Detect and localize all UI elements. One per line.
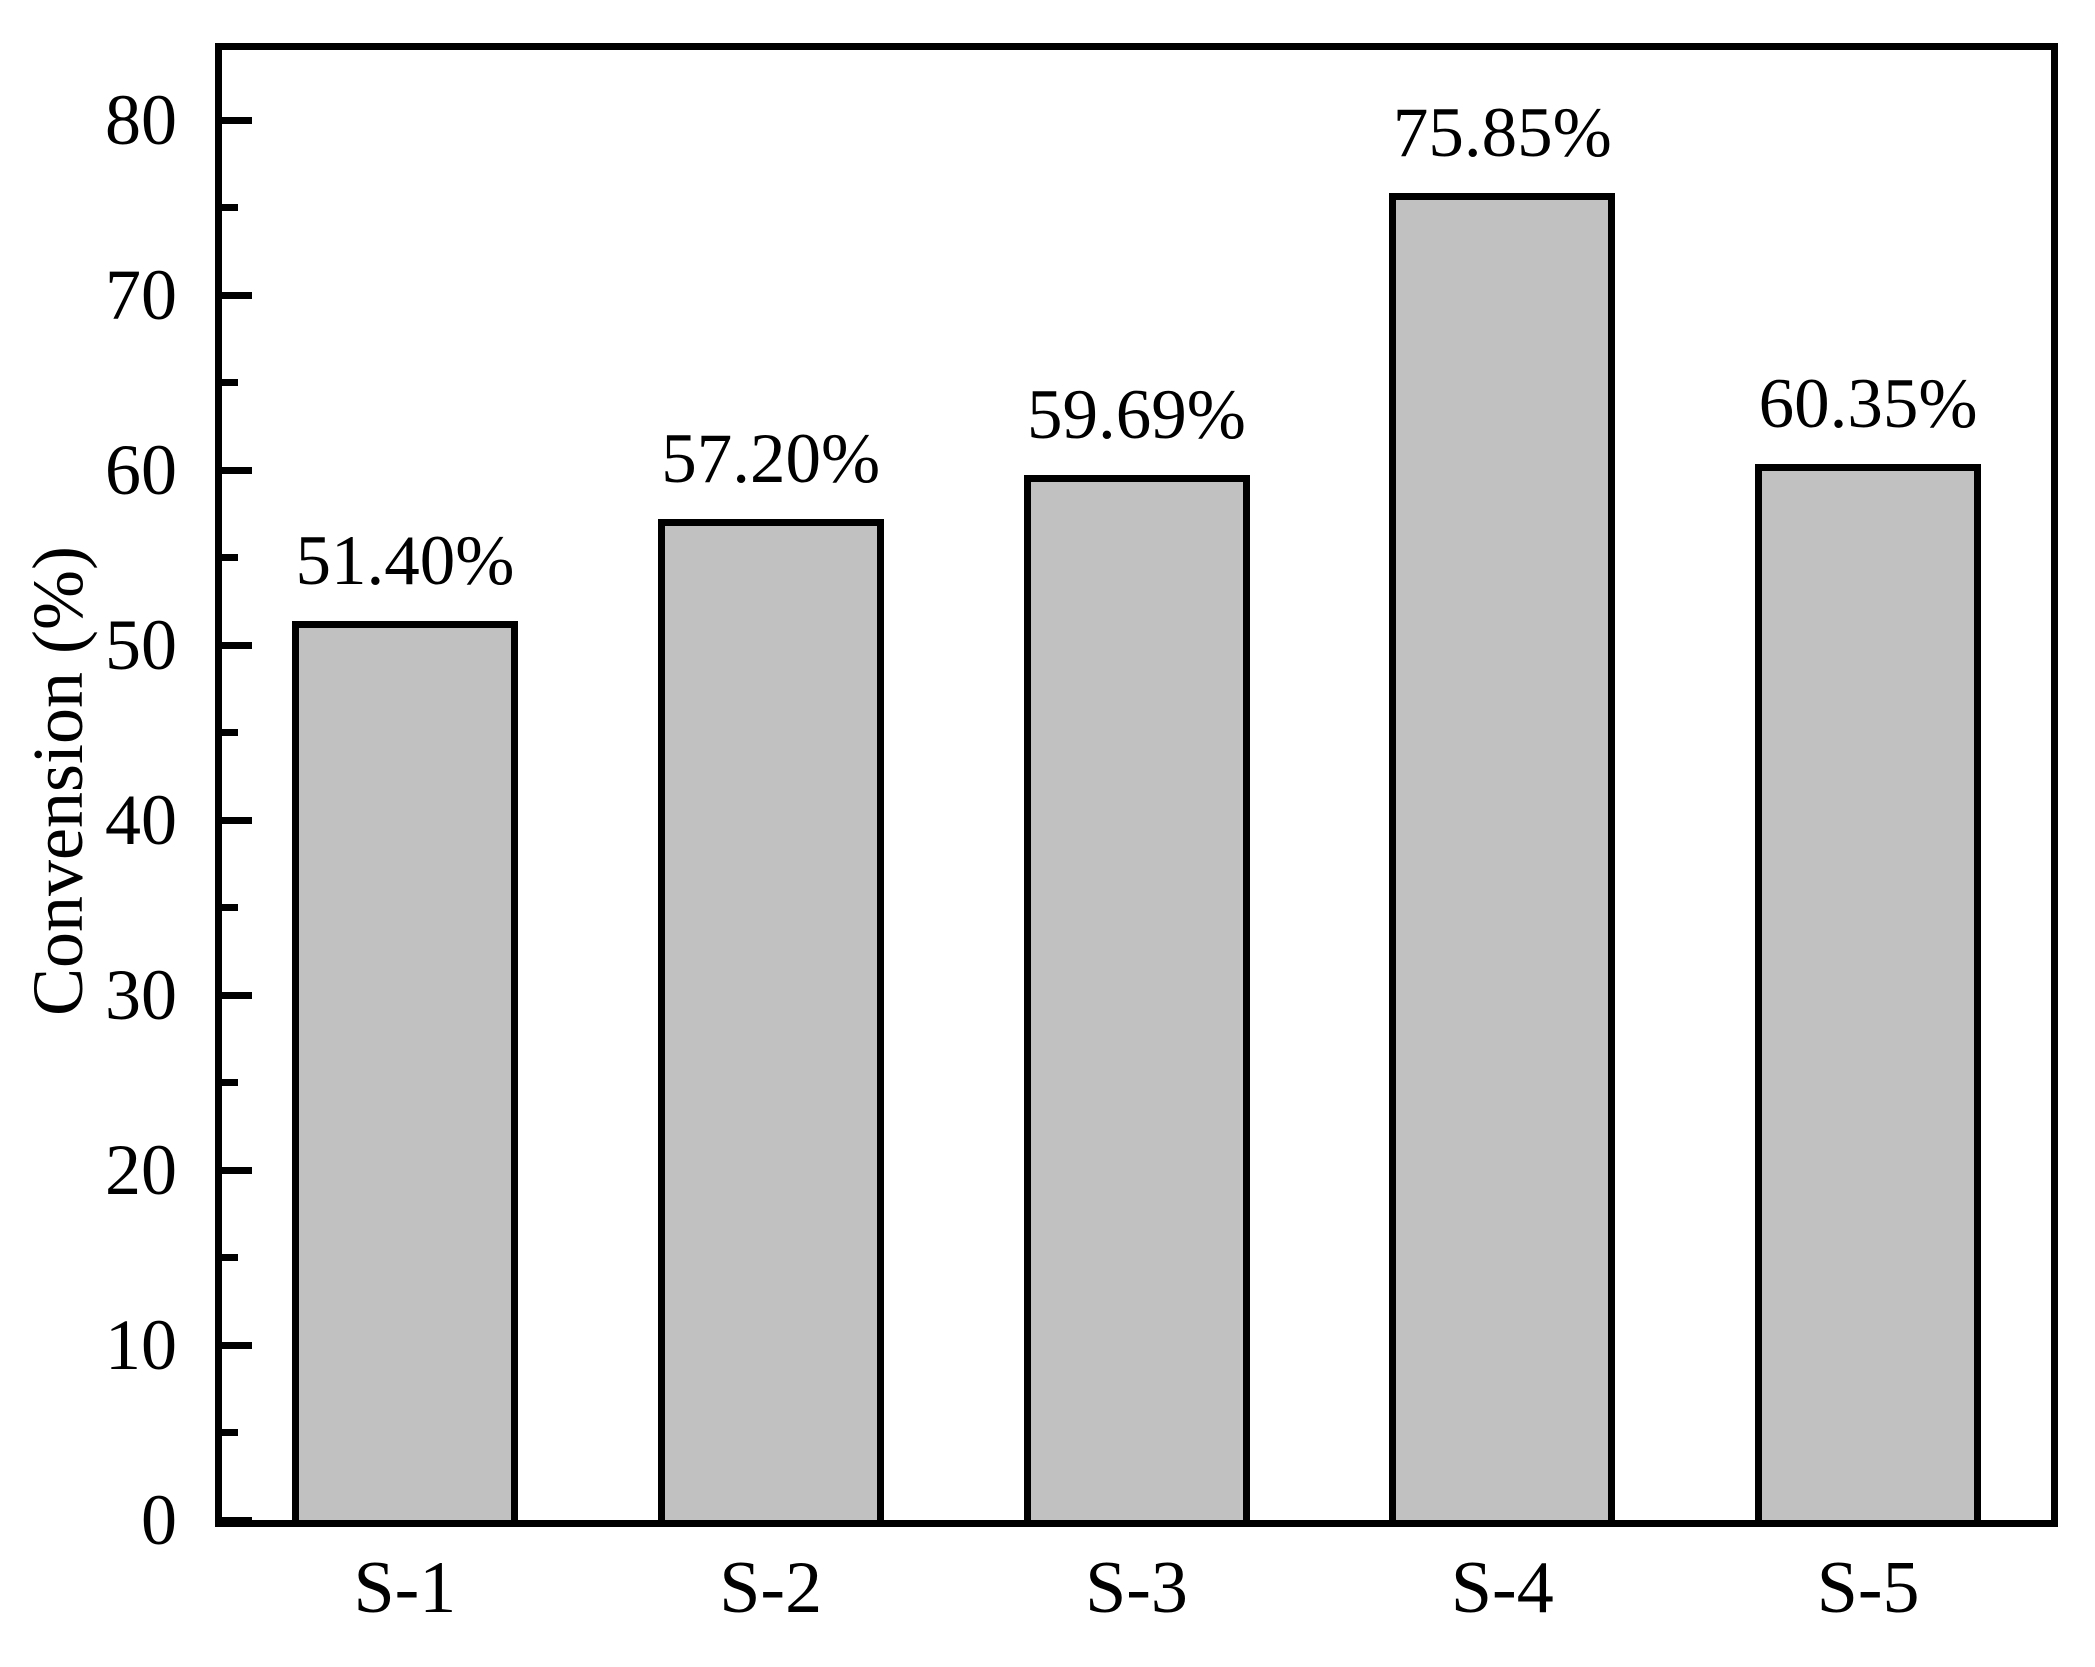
plot-area: 0 10 20 30 40 50 60 70 80 51.40% S-1 57.20% S-2 59.69…	[105, 43, 2058, 1625]
y-minor-tick	[222, 554, 238, 561]
bar	[1755, 463, 1982, 1520]
y-tick-label: 10	[105, 1305, 177, 1385]
bar	[291, 620, 518, 1520]
bar-value-label: 51.40%	[295, 521, 515, 600]
y-major-tick	[222, 991, 252, 999]
bar-value-label: 75.85%	[1392, 93, 1612, 172]
y-minor-tick	[222, 729, 238, 736]
y-major-tick	[222, 641, 252, 649]
y-major-tick	[222, 816, 252, 824]
y-major-tick	[222, 1516, 252, 1524]
y-tick-label: 20	[105, 1130, 177, 1210]
y-tick-label: 70	[105, 255, 177, 335]
y-tick-label: 40	[105, 780, 177, 860]
x-tick-label: S-1	[353, 1547, 457, 1629]
bar-value-label: 60.35%	[1758, 364, 1978, 443]
y-axis-title: Convension (%)	[18, 546, 98, 1016]
y-tick-label: 30	[105, 955, 177, 1035]
bar-value-label: 59.69%	[1027, 376, 1246, 455]
y-minor-tick	[222, 1429, 238, 1436]
x-tick-label: S-5	[1816, 1547, 1920, 1629]
y-tick-label: 0	[141, 1480, 177, 1560]
y-major-tick	[222, 116, 252, 124]
y-minor-tick	[222, 1079, 238, 1086]
bar	[657, 519, 884, 1520]
y-minor-tick	[222, 204, 238, 211]
y-tick-label: 80	[105, 80, 177, 160]
y-major-tick	[222, 291, 252, 299]
y-major-tick	[222, 1341, 252, 1349]
y-major-tick	[222, 1166, 252, 1174]
bar	[1389, 192, 1616, 1520]
x-tick-label: S-2	[719, 1547, 823, 1629]
y-minor-tick	[222, 904, 238, 911]
x-tick-label: S-3	[1085, 1547, 1188, 1629]
y-minor-tick	[222, 1254, 238, 1261]
bar	[1023, 475, 1250, 1520]
y-tick-label: 60	[105, 430, 177, 510]
y-tick-label: 50	[105, 605, 177, 685]
x-tick-label: S-4	[1450, 1547, 1554, 1629]
y-minor-tick	[222, 379, 238, 386]
bar-value-label: 57.20%	[661, 420, 881, 498]
y-major-tick	[222, 466, 252, 474]
